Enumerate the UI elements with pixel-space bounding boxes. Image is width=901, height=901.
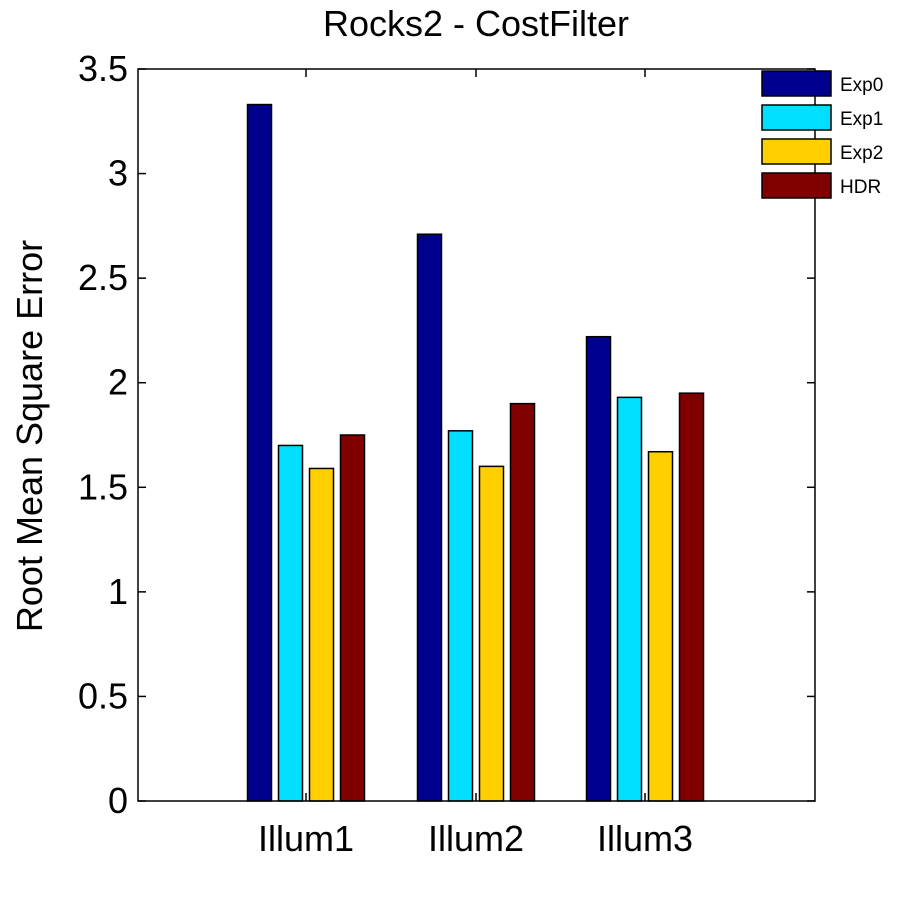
y-tick-label: 3 <box>108 153 128 194</box>
legend-swatch-exp0 <box>761 70 832 97</box>
x-tick-label: Illum1 <box>258 818 354 859</box>
legend-label-exp0: Exp0 <box>840 75 883 96</box>
legend-swatch-hdr <box>761 172 832 199</box>
x-tick-label: Illum2 <box>428 818 524 859</box>
y-tick-label: 1.5 <box>78 466 128 507</box>
legend-swatch-exp2 <box>761 138 832 165</box>
bars-group <box>246 103 705 802</box>
bar-exp1-illum2 <box>447 430 474 802</box>
chart-title: Rocks2 - CostFilter <box>323 3 629 44</box>
y-axis-label: Root Mean Square Error <box>9 240 50 632</box>
x-axis-ticks: Illum1 Illum2 Illum3 <box>258 69 693 859</box>
bar-exp2-illum1 <box>308 467 335 802</box>
bar-hdr-illum3 <box>678 392 705 802</box>
bar-exp0-illum2 <box>416 233 443 802</box>
y-tick-label: 0 <box>108 780 128 821</box>
legend-label-exp2: Exp2 <box>840 143 883 164</box>
bar-exp2-illum3 <box>647 450 674 802</box>
bar-exp0-illum1 <box>246 103 273 802</box>
y-tick-label: 2 <box>108 362 128 403</box>
bar-hdr-illum2 <box>509 402 536 802</box>
x-tick-label: Illum3 <box>597 818 693 859</box>
bar-hdr-illum1 <box>339 434 366 802</box>
bar-exp2-illum2 <box>478 465 505 802</box>
legend-swatch-exp1 <box>761 104 832 131</box>
y-tick-label: 2.5 <box>78 257 128 298</box>
y-tick-label: 1 <box>108 571 128 612</box>
legend-label-hdr: HDR <box>840 177 881 198</box>
y-tick-label: 3.5 <box>78 48 128 89</box>
bar-exp0-illum3 <box>585 335 612 802</box>
y-axis-ticks: 0 0.5 1 1.5 2 2.5 3 3.5 <box>78 48 815 821</box>
bar-exp1-illum1 <box>277 444 304 802</box>
bar-exp1-illum3 <box>616 396 643 802</box>
legend-label-exp1: Exp1 <box>840 109 883 130</box>
y-tick-label: 0.5 <box>78 675 128 716</box>
legend: Exp0 Exp1 Exp2 HDR <box>761 70 883 199</box>
